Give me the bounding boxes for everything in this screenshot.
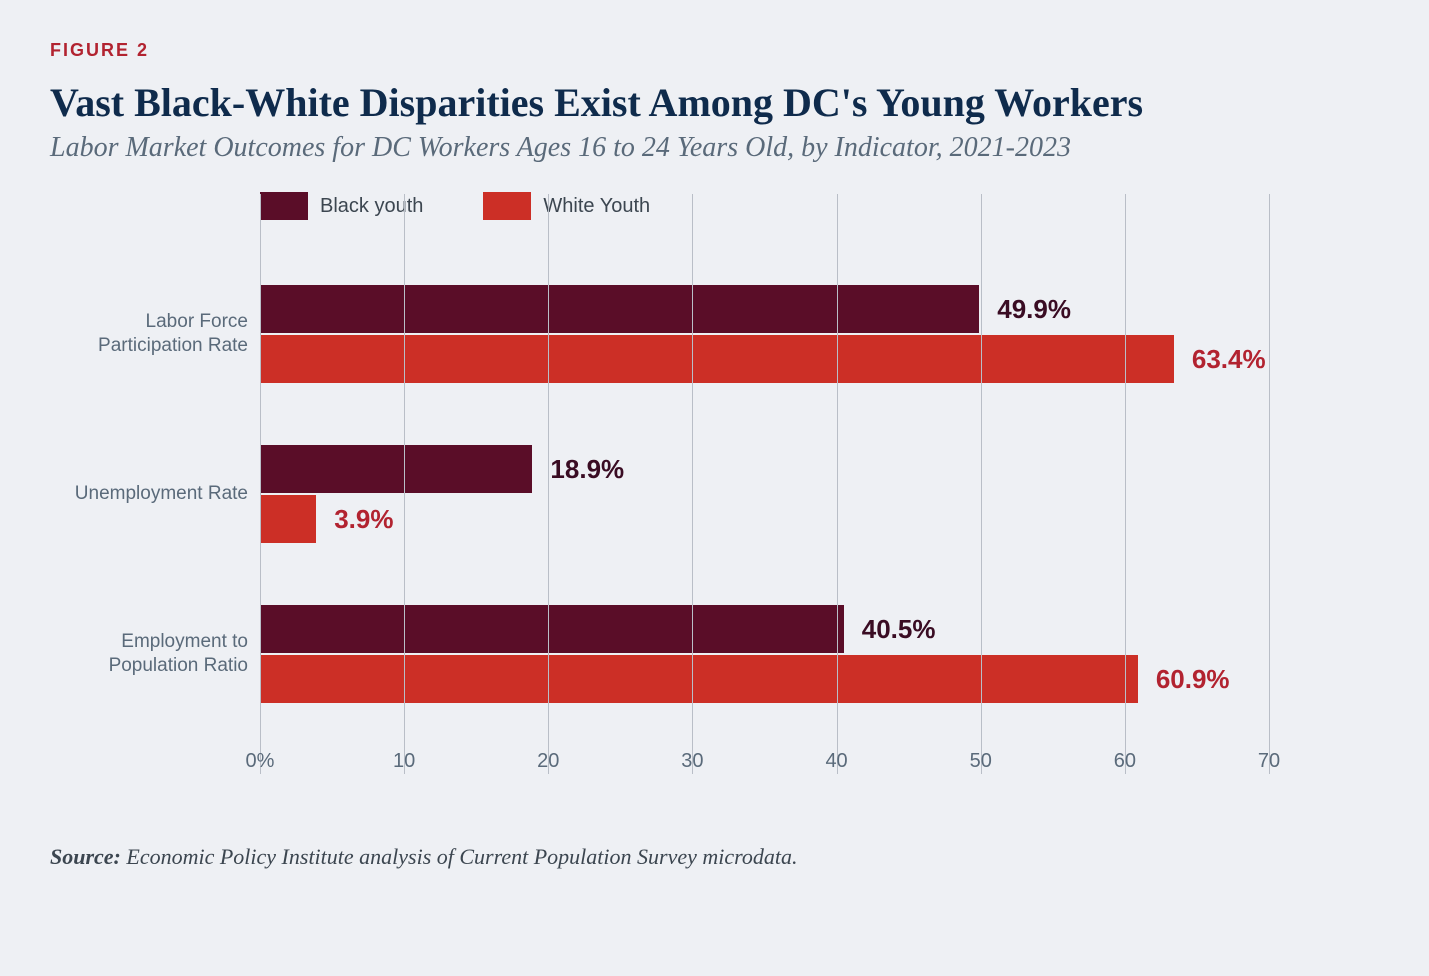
bar bbox=[260, 605, 844, 653]
legend-item: Black youth bbox=[260, 192, 423, 220]
x-tick: 60 bbox=[1114, 750, 1136, 773]
category-label: Employment to Population Ratio bbox=[50, 574, 248, 734]
gridline bbox=[404, 194, 405, 774]
bar bbox=[260, 285, 979, 333]
gridline bbox=[692, 194, 693, 774]
source-label: Source: bbox=[50, 844, 121, 869]
bar-value: 18.9% bbox=[550, 454, 624, 485]
gridline bbox=[837, 194, 838, 774]
bar-row: 18.9% bbox=[260, 445, 1269, 493]
x-tick: 40 bbox=[825, 750, 847, 773]
bar bbox=[260, 335, 1174, 383]
bar bbox=[260, 495, 316, 543]
category-label: Labor Force Participation Rate bbox=[50, 254, 248, 414]
legend-label: White Youth bbox=[543, 195, 650, 218]
legend-swatch bbox=[260, 192, 308, 220]
figure-label: FIGURE 2 bbox=[50, 40, 1379, 61]
gridline bbox=[1125, 194, 1126, 774]
chart-title: Vast Black-White Disparities Exist Among… bbox=[50, 79, 1379, 126]
x-tick: 50 bbox=[970, 750, 992, 773]
bar-value: 40.5% bbox=[862, 614, 936, 645]
bar-row: 60.9% bbox=[260, 655, 1269, 703]
y-axis-labels: Labor Force Participation RateUnemployme… bbox=[50, 194, 260, 774]
bar-group: 49.9% 63.4% bbox=[260, 254, 1269, 414]
x-tick: 10 bbox=[393, 750, 415, 773]
bars-area: 49.9% 63.4% 18.9% 3.9% 40.5% 60.9% bbox=[260, 254, 1269, 734]
source-text: Economic Policy Institute analysis of Cu… bbox=[121, 844, 798, 869]
bar-row: 40.5% bbox=[260, 605, 1269, 653]
category-label: Unemployment Rate bbox=[50, 414, 248, 574]
bar-value: 49.9% bbox=[997, 294, 1071, 325]
x-axis: 0%10203040506070 bbox=[260, 750, 1269, 780]
bar-value: 60.9% bbox=[1156, 664, 1230, 695]
x-tick: 70 bbox=[1258, 750, 1280, 773]
plot-inner: Black youth White Youth 49.9% 63.4% 18.9% 3.… bbox=[260, 194, 1269, 774]
plot-area: Black youth White Youth 49.9% 63.4% 18.9% 3.… bbox=[260, 194, 1379, 774]
bar-group: 40.5% 60.9% bbox=[260, 574, 1269, 734]
legend-item: White Youth bbox=[483, 192, 650, 220]
source-note: Source: Economic Policy Institute analys… bbox=[50, 844, 1379, 870]
gridline bbox=[548, 194, 549, 774]
x-tick: 20 bbox=[537, 750, 559, 773]
gridline bbox=[981, 194, 982, 774]
bar-value: 63.4% bbox=[1192, 344, 1266, 375]
bar-row: 63.4% bbox=[260, 335, 1269, 383]
bar-value: 3.9% bbox=[334, 504, 393, 535]
bar bbox=[260, 655, 1138, 703]
legend-swatch bbox=[483, 192, 531, 220]
bar-row: 3.9% bbox=[260, 495, 1269, 543]
x-tick: 0% bbox=[246, 750, 275, 773]
bar bbox=[260, 445, 532, 493]
bar-group: 18.9% 3.9% bbox=[260, 414, 1269, 574]
bar-row: 49.9% bbox=[260, 285, 1269, 333]
legend: Black youth White Youth bbox=[260, 192, 650, 220]
gridline bbox=[1269, 194, 1270, 774]
gridline bbox=[260, 194, 261, 774]
chart-subtitle: Labor Market Outcomes for DC Workers Age… bbox=[50, 132, 1379, 164]
legend-label: Black youth bbox=[320, 195, 423, 218]
x-tick: 30 bbox=[681, 750, 703, 773]
chart: Labor Force Participation RateUnemployme… bbox=[50, 194, 1379, 774]
